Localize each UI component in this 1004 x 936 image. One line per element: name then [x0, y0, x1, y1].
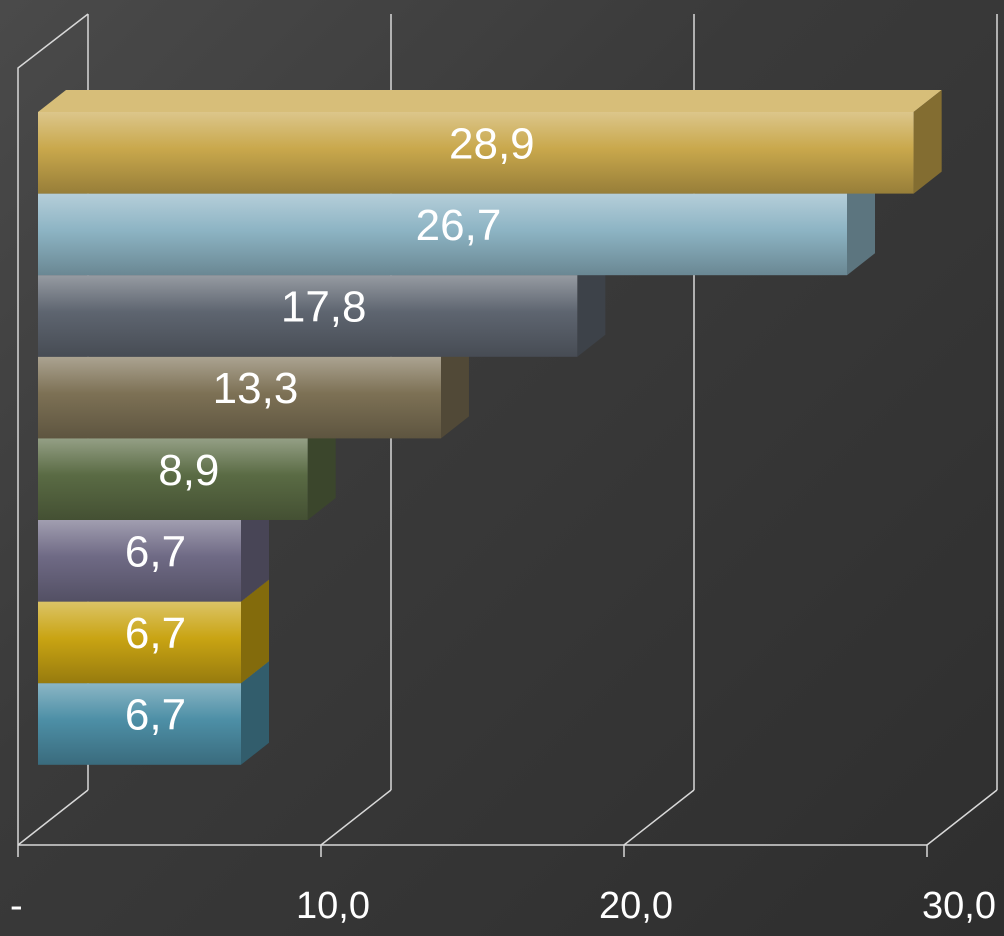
data-label-2: 17,8: [281, 283, 367, 332]
bar-front-3: [38, 356, 441, 439]
bar-side-6: [241, 579, 270, 684]
gridline-floor-3: [926, 789, 998, 846]
bar-side-4: [307, 416, 336, 520]
data-label-1: 26,7: [416, 201, 502, 250]
bar-0: [38, 90, 942, 194]
bar-front-2: [38, 275, 578, 357]
bar-front-0: [38, 112, 914, 194]
bar-side-3: [440, 334, 469, 439]
bar-front-4: [38, 438, 308, 520]
x-tick-label-2: 20,0: [599, 885, 673, 927]
data-label-6: 6,7: [125, 609, 186, 658]
x-axis-ticks: - 10,0 20,0 30,0: [10, 885, 996, 927]
x-tick-label-3: 30,0: [922, 885, 996, 927]
data-label-3: 13,3: [213, 364, 299, 413]
bar-front-1: [38, 193, 848, 276]
data-label-4: 8,9: [158, 446, 219, 495]
bar-side-5: [241, 498, 270, 602]
bar-top-0: [38, 90, 942, 112]
gridline-left-wall: [17, 13, 89, 845]
gridline-floor-0: [17, 789, 89, 846]
data-label-0: 28,9: [449, 119, 535, 168]
data-label-5: 6,7: [125, 527, 186, 576]
gridline-floor-2: [623, 789, 695, 846]
x-tick-label-1: 10,0: [296, 885, 370, 927]
bar-front-5: [38, 520, 242, 602]
bar-side-7: [241, 661, 270, 765]
chart-labels: 6,7 6,7 6,7 8,9 13,3 17,8 26,7 28,9: [125, 119, 535, 739]
x-tick-label-0: -: [10, 885, 23, 927]
bar-side-0: [913, 90, 942, 194]
data-label-7: 6,7: [125, 691, 186, 740]
bar-front-7: [38, 683, 242, 765]
gridline-floor-1: [320, 789, 392, 846]
bar-front-6: [38, 601, 242, 684]
bar-side-2: [577, 253, 606, 357]
bar-side-1: [847, 171, 876, 276]
chart-bars: [38, 90, 942, 765]
